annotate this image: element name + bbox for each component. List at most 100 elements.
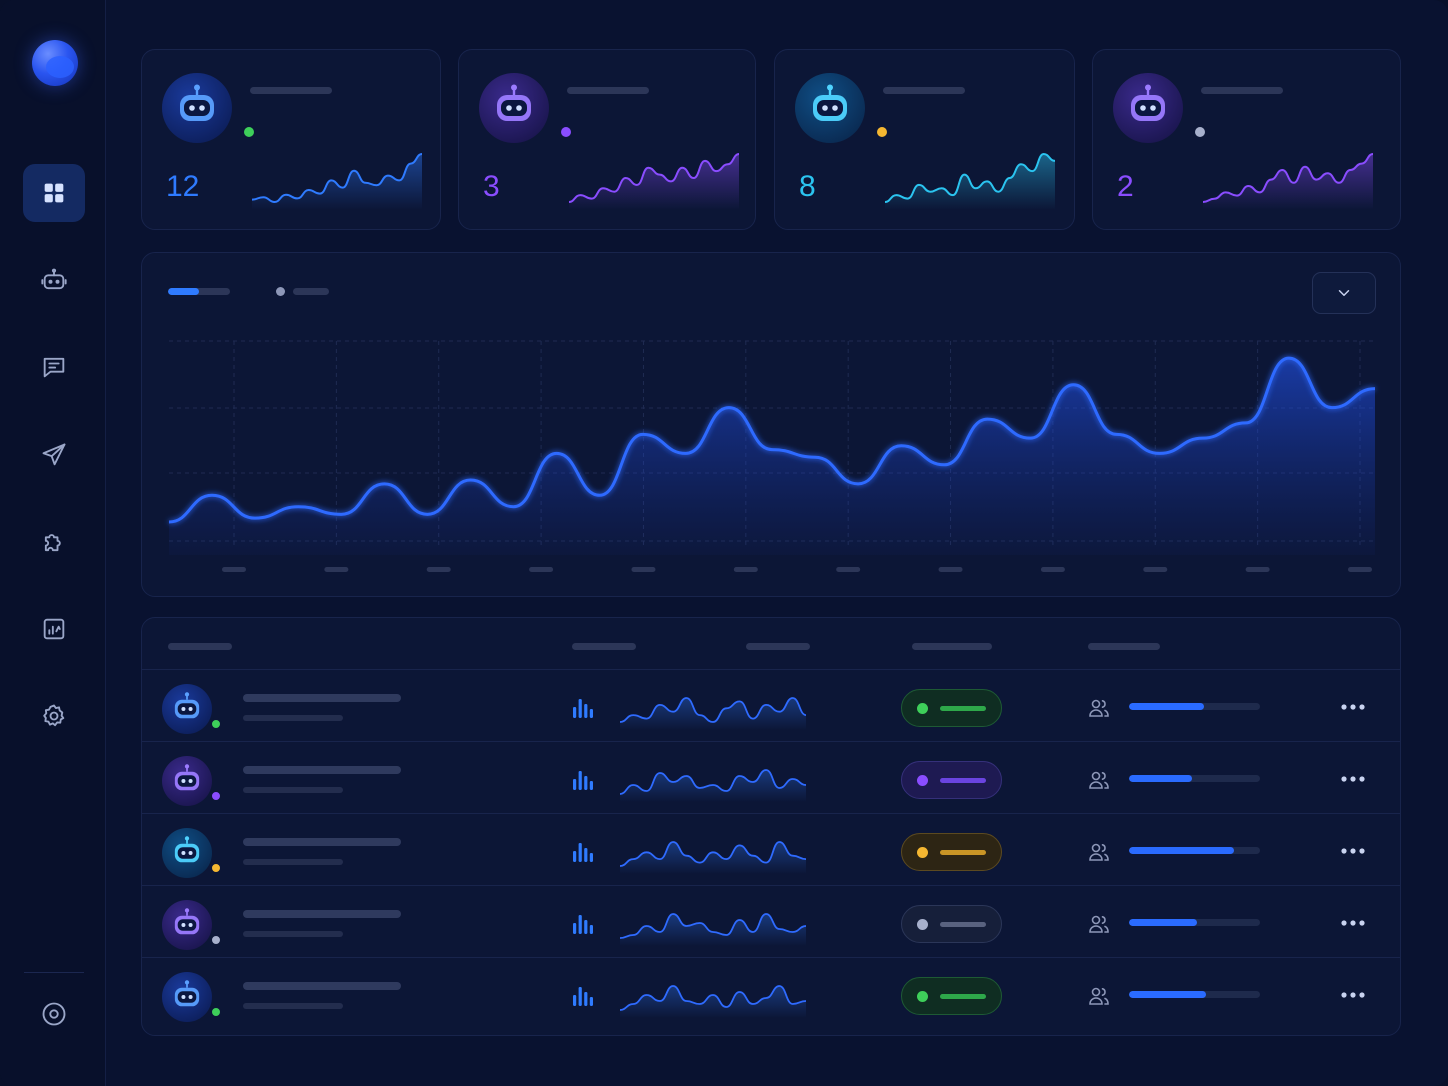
table-row[interactable] — [142, 885, 1400, 957]
bot-name-placeholder — [567, 87, 649, 94]
row-sparkline — [620, 913, 806, 946]
status-badge[interactable] — [901, 689, 1002, 727]
column-header-status[interactable] — [912, 643, 992, 650]
legend-series-secondary[interactable] — [293, 288, 329, 295]
x-tick-label — [1040, 567, 1065, 572]
status-badge-label-placeholder — [940, 706, 986, 711]
series-line[interactable] — [168, 356, 1376, 524]
bot-icon — [41, 268, 67, 290]
sparkline-area — [620, 842, 806, 874]
column-header-trend[interactable] — [746, 643, 810, 650]
stat-card[interactable]: 3 — [458, 49, 756, 230]
status-badge[interactable] — [901, 977, 1002, 1015]
status-badge[interactable] — [901, 761, 1002, 799]
series-area — [169, 358, 1375, 555]
usage-progress-fill — [1129, 703, 1204, 710]
stat-value: 3 — [483, 170, 500, 203]
bot-name-placeholder — [250, 87, 332, 94]
more-horizontal-icon — [1341, 776, 1365, 782]
sparkline-area — [620, 770, 806, 802]
bots-table — [141, 617, 1401, 1036]
robot-icon — [162, 972, 212, 1022]
stat-value: 12 — [166, 170, 200, 203]
more-horizontal-icon — [1341, 992, 1365, 998]
usage-progress-bar — [1129, 991, 1260, 998]
sparkline-area — [620, 698, 806, 730]
robot-icon — [479, 73, 549, 143]
sparkline-line — [620, 913, 806, 939]
nav-integrations[interactable] — [23, 513, 85, 571]
sidebar — [0, 0, 106, 1086]
sparkline-area — [569, 154, 739, 210]
stat-sparkline — [252, 153, 422, 210]
nav-analytics[interactable] — [23, 600, 85, 658]
more-options-button[interactable] — [1336, 690, 1370, 724]
nav-settings[interactable] — [23, 687, 85, 745]
stat-card[interactable]: 12 — [141, 49, 441, 230]
more-options-button[interactable] — [1336, 762, 1370, 796]
more-options-button[interactable] — [1336, 834, 1370, 868]
bot-avatar — [162, 73, 232, 143]
bot-avatar — [479, 73, 549, 143]
status-badge-label-placeholder — [940, 922, 986, 927]
sidebar-divider — [24, 972, 84, 973]
bot-name-placeholder — [243, 982, 401, 990]
bot-name-placeholder — [243, 838, 401, 846]
legend-series-active[interactable] — [168, 288, 230, 295]
bot-avatar — [795, 73, 865, 143]
bot-avatar — [162, 972, 212, 1022]
status-dot — [210, 1006, 222, 1018]
range-dropdown[interactable] — [1312, 272, 1376, 314]
send-icon — [42, 443, 66, 466]
robot-icon — [795, 73, 865, 143]
stat-card[interactable]: 8 — [774, 49, 1075, 230]
table-row[interactable] — [142, 957, 1400, 1029]
robot-icon — [162, 828, 212, 878]
usage-progress-bar — [1129, 703, 1260, 710]
column-header-volume[interactable] — [572, 643, 636, 650]
status-dot — [210, 718, 222, 730]
usage-progress-bar — [1129, 847, 1260, 854]
status-dot — [244, 127, 254, 137]
app-logo[interactable] — [32, 40, 78, 86]
robot-icon — [1113, 73, 1183, 143]
table-row[interactable] — [142, 669, 1400, 741]
stat-card[interactable]: 2 — [1092, 49, 1401, 230]
status-badge[interactable] — [901, 833, 1002, 871]
nav-messages[interactable] — [23, 338, 85, 396]
bot-avatar — [162, 900, 212, 950]
more-options-button[interactable] — [1336, 906, 1370, 940]
table-row[interactable] — [142, 741, 1400, 813]
area-chart — [168, 340, 1376, 572]
nav-send[interactable] — [23, 426, 85, 484]
usage-progress-fill — [1129, 775, 1192, 782]
nav-dashboard[interactable] — [23, 164, 85, 222]
bar-chart-icon — [573, 699, 593, 718]
nav-target[interactable] — [23, 985, 85, 1043]
row-sparkline — [620, 841, 806, 874]
table-row[interactable] — [142, 813, 1400, 885]
x-tick-label — [1143, 567, 1168, 572]
robot-icon — [162, 756, 212, 806]
sparkline-area — [1203, 154, 1373, 210]
bot-name-placeholder — [243, 910, 401, 918]
chat-icon — [43, 357, 65, 378]
column-header-name[interactable] — [168, 643, 232, 650]
nav-bots[interactable] — [23, 251, 85, 309]
bot-name-placeholder — [243, 766, 401, 774]
status-badge[interactable] — [901, 905, 1002, 943]
column-header-usage[interactable] — [1088, 643, 1160, 650]
stat-sparkline — [1203, 153, 1373, 210]
more-options-button[interactable] — [1336, 978, 1370, 1012]
x-tick-label — [1348, 567, 1372, 572]
status-badge-dot — [917, 847, 928, 858]
stat-sparkline — [569, 153, 739, 210]
status-badge-label-placeholder — [940, 850, 986, 855]
more-horizontal-icon — [1341, 704, 1365, 710]
bot-avatar — [162, 756, 212, 806]
stat-value: 8 — [799, 170, 816, 203]
sparkline-line — [1203, 153, 1373, 203]
row-sparkline — [620, 769, 806, 802]
usage-progress-bar — [1129, 775, 1260, 782]
